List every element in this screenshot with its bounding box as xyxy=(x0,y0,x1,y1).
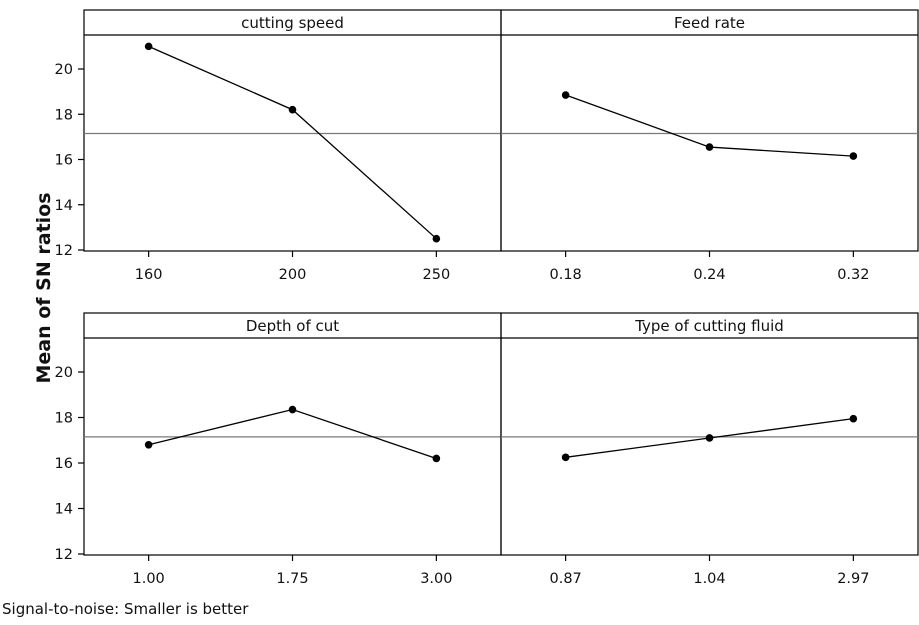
y-tick-label: 12 xyxy=(55,243,73,259)
y-tick-label: 14 xyxy=(55,502,73,518)
x-tick-label: 2.97 xyxy=(837,571,869,587)
panel-frame xyxy=(500,9,919,252)
y-tick-label: 18 xyxy=(55,411,73,427)
data-point xyxy=(432,234,441,243)
panel-frame xyxy=(83,312,502,556)
plot-area: cutting speed 160 200 250 Feed rate 0.18 0.24 0… xyxy=(55,9,919,587)
data-point xyxy=(705,434,714,442)
x-tick-label: 250 xyxy=(423,267,451,283)
panel-title: Feed rate xyxy=(674,14,745,32)
panel-title: cutting speed xyxy=(241,14,344,32)
x-tick-label: 0.87 xyxy=(549,571,581,587)
x-tick-label: 0.24 xyxy=(693,267,725,283)
data-point xyxy=(705,143,714,151)
x-tick-label: 1.00 xyxy=(132,571,164,587)
data-point xyxy=(849,414,858,423)
x-tick-label: 1.75 xyxy=(276,571,308,587)
y-tick-label: 16 xyxy=(55,153,73,169)
x-tick-label: 0.32 xyxy=(837,267,869,283)
data-point xyxy=(144,42,153,51)
y-tick-label: 12 xyxy=(55,547,73,563)
data-point xyxy=(432,454,441,463)
data-point xyxy=(288,405,297,414)
panel-title: Depth of cut xyxy=(246,317,339,335)
series-line xyxy=(148,45,437,240)
footnote: Signal-to-noise: Smaller is better xyxy=(2,600,249,618)
x-tick-label: 160 xyxy=(135,267,163,283)
x-tick-label: 1.04 xyxy=(693,571,725,587)
panel-title: Type of cutting fluid xyxy=(634,317,784,335)
y-axis-label: Mean of SN ratios xyxy=(33,192,55,383)
data-point xyxy=(849,152,858,160)
y-tick-label: 14 xyxy=(55,198,73,214)
data-point xyxy=(561,91,570,99)
y-tick-label: 16 xyxy=(55,456,73,472)
panel-frame xyxy=(500,312,919,556)
y-tick-label: 20 xyxy=(55,365,73,381)
data-point xyxy=(288,105,297,114)
series-line xyxy=(148,408,437,460)
x-tick-label: 0.18 xyxy=(549,267,581,283)
data-point xyxy=(561,453,570,462)
data-point xyxy=(144,441,153,449)
y-tick-label: 20 xyxy=(55,62,73,78)
y-tick-label: 18 xyxy=(55,107,73,123)
x-tick-label: 3.00 xyxy=(420,571,452,587)
x-tick-label: 200 xyxy=(279,267,307,283)
